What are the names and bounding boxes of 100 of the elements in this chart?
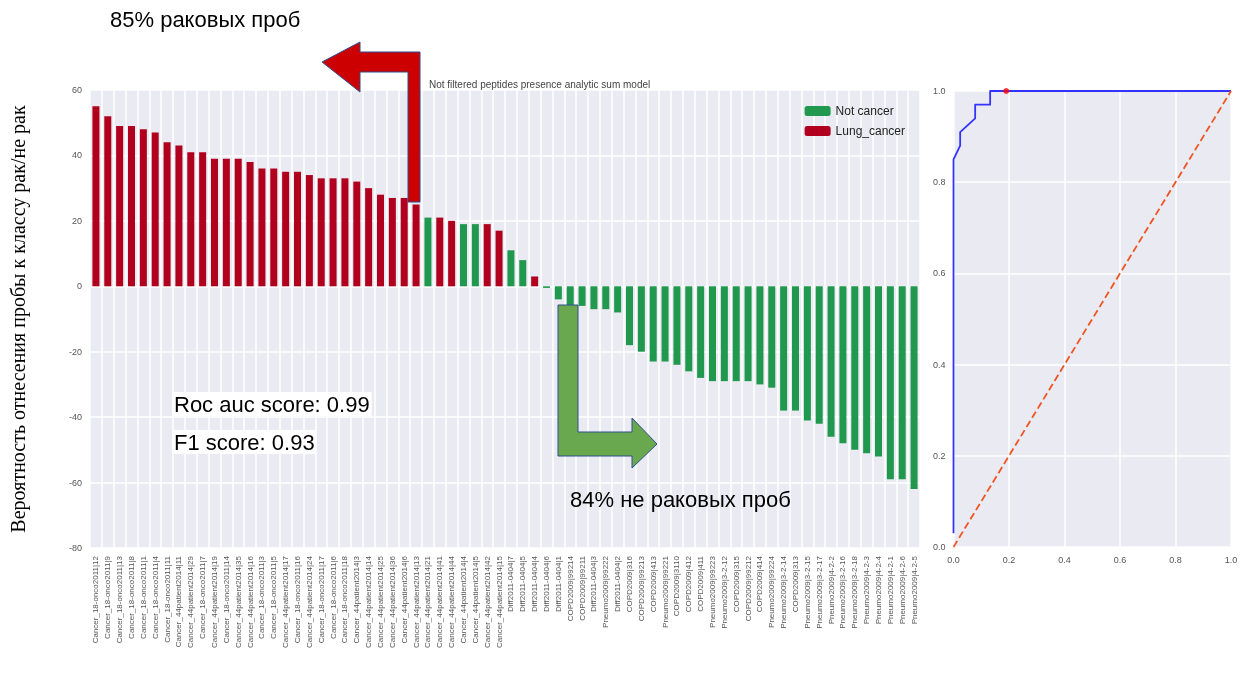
x-tick-label: Cancer_44patient2014|21 (423, 555, 433, 648)
bar (803, 286, 811, 421)
bar (732, 286, 740, 382)
bar (578, 286, 586, 306)
bar (649, 286, 657, 362)
bar (222, 158, 230, 287)
text: 85% раковых проб (110, 6, 301, 32)
x-tick-label: Cancer_44patient2014|29 (186, 555, 196, 648)
x-tick-label: COPD2009|413 (648, 555, 658, 613)
x-tick-label: Cancer_44patient2014|11 (174, 555, 184, 648)
bar (388, 197, 396, 287)
bar (412, 204, 420, 287)
x-tick-label: Diff2011-0404|2 (613, 555, 623, 613)
y-tick-label: 20 (71, 215, 82, 226)
x-tick-label: Cancer_44patient2014|3 (352, 555, 362, 644)
x-tick-label: Cancer_18-onco2011|7 (198, 555, 208, 639)
x-tick-label: Pneumo2009|4-2-4 (874, 555, 883, 625)
annotation: Roc auc score: 0.99 (174, 391, 370, 417)
x-tick-label: Cancer_18-onco2011|5 (269, 555, 279, 639)
bar (139, 129, 147, 287)
x-tick-label: COPD2009|313 (791, 555, 800, 613)
y-tick-label: 40 (71, 150, 82, 161)
x-tick-label: Cancer_44patient2014|44 (447, 555, 457, 648)
bar (329, 178, 337, 287)
x-tick-label: COPD2009|99212 (743, 555, 753, 622)
bar (187, 152, 195, 287)
annotation: 84% не раковых проб (570, 486, 791, 512)
x-tick-label: Diff2011-0404|5 (518, 555, 528, 613)
bar (815, 286, 823, 424)
x-tick-label: 0.4 (1058, 554, 1071, 565)
bar (448, 220, 456, 287)
bar (341, 178, 349, 287)
y-tick-label: 0.2 (933, 450, 946, 461)
x-tick-label: Cancer_18-onco2011|4 (150, 555, 160, 639)
x-tick-label: COPD2009|414 (755, 555, 765, 613)
x-tick-label: Pneumo2009|4-2-3 (862, 555, 872, 625)
bar (697, 286, 705, 378)
bar (590, 286, 598, 310)
bar (353, 181, 361, 287)
x-tick-label: Pneumo2009|4-2-6 (897, 555, 907, 625)
x-tick-label: Cancer_44patient2014|13 (411, 555, 421, 648)
x-tick-label: COPD2009|411 (696, 555, 706, 612)
y-tick-label: 1.0 (933, 86, 946, 96)
x-tick-label: Cancer_18-onco2011|3 (257, 555, 267, 639)
x-tick-label: Pneumo2009|4-2-1 (885, 555, 895, 625)
x-tick-label: 1.0 (1224, 554, 1238, 565)
x-tick-label: Cancer_18-onco2011|17 (316, 555, 326, 644)
y-tick-label: 0 (76, 281, 82, 292)
bar (637, 286, 645, 352)
x-tick-label: Cancer_44patient2014|19 (210, 555, 219, 648)
bar (175, 145, 183, 287)
x-tick-label: Pneumo2009|3-2-15 (802, 555, 812, 629)
x-tick-label: COPD2009|99214 (565, 555, 575, 622)
bar (163, 142, 171, 287)
bar (116, 125, 124, 287)
bar (365, 188, 373, 287)
x-tick-label: Diff2011-0404|3 (589, 555, 599, 613)
y-tick-label: 0.4 (933, 359, 946, 370)
legend-label: Not cancer (835, 104, 894, 118)
bar (436, 217, 444, 287)
bar (709, 286, 716, 382)
x-tick-label: Pneumo2009|3-2-18 (850, 555, 860, 629)
x-tick-label: Cancer_44patient2014|14 (364, 555, 374, 648)
bar (768, 286, 776, 388)
bar (792, 286, 799, 411)
y-tick-label: -60 (68, 477, 82, 488)
bar (886, 286, 894, 480)
bar (851, 286, 859, 450)
bar (305, 175, 313, 287)
annotation: F1 score: 0.93 (174, 429, 315, 455)
x-tick-label: COPD2009|99213 (636, 555, 646, 622)
bar (756, 286, 764, 385)
bar (128, 125, 135, 287)
x-tick-label: 0.8 (1169, 554, 1182, 565)
bar (863, 286, 871, 454)
bar (377, 194, 384, 287)
bar (460, 224, 467, 287)
bar (246, 161, 254, 287)
y-axis-title: Вероятность отнесения пробы к классу рак/не рак (7, 105, 30, 533)
bar (720, 286, 728, 382)
y-tick-label: -20 (68, 346, 82, 357)
x-tick-label: Cancer_18-onco2011|18 (340, 555, 350, 644)
x-tick-label: Cancer_44patient2014|5 (470, 555, 480, 644)
x-tick-label: 0.2 (1002, 554, 1016, 565)
x-tick-label: Cancer_18-onco2011|1 (138, 555, 148, 639)
bar (673, 286, 681, 365)
x-tick-label: COPD2009|99211 (577, 555, 587, 621)
bar (531, 276, 539, 287)
x-tick-label: Pneumo2009|4-2-2 (826, 555, 836, 625)
x-tick-label: Diff2011-0404|7 (506, 555, 516, 613)
x-tick-label: Cancer_18-onco2011|12 (91, 555, 101, 644)
x-tick-label: COPD2009|3110 (672, 555, 682, 617)
x-tick-label: Cancer_44patient2014|36 (387, 555, 397, 648)
x-tick-label: Cancer_18-onco2011|8 (127, 555, 136, 639)
bar (471, 224, 479, 287)
x-tick-label: Cancer_44patient2014|17 (281, 555, 291, 648)
bar (282, 171, 290, 287)
x-tick-label: Pneumo2009|3-2-12 (719, 555, 729, 629)
x-tick-label: Cancer_44patient2014|41 (435, 555, 445, 648)
x-tick-label: Pneumo2009|99223 (708, 555, 717, 628)
